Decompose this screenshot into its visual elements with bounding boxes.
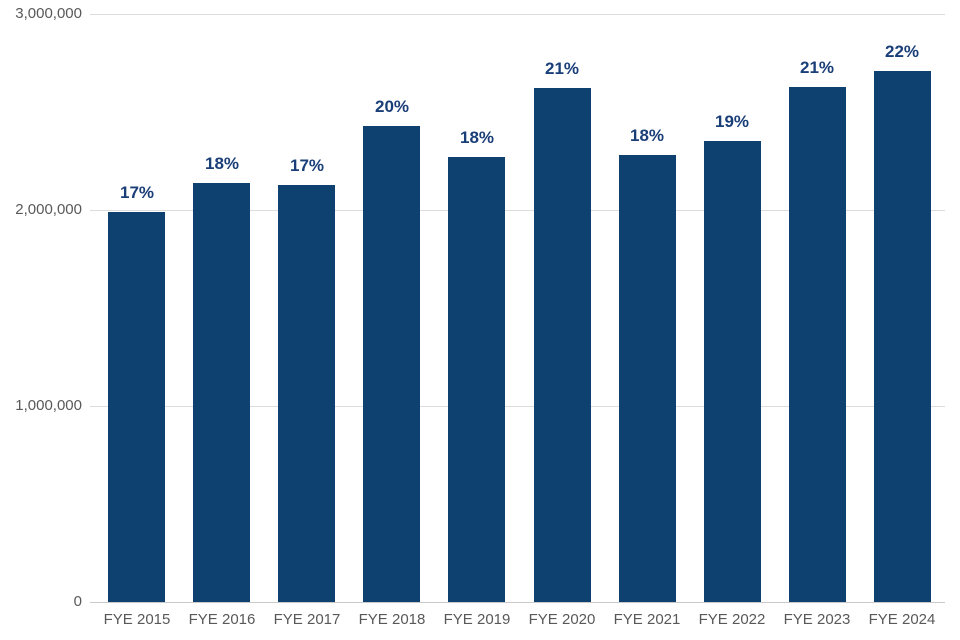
bar-value-label: 19% [714,112,750,131]
bar-fye-2016 [193,183,250,602]
bar-value-label: 18% [459,128,495,147]
bar-fye-2017 [278,185,335,602]
y-tick-label: 0 [73,593,82,610]
bar-fye-2024 [874,71,931,602]
x-tick-label: FYE 2018 [358,611,426,628]
bar-fye-2018 [363,126,420,602]
bar-value-label: 18% [629,126,665,145]
x-tick-label: FYE 2015 [103,611,171,628]
x-tick-label: FYE 2019 [443,611,511,628]
bar-value-label: 20% [374,97,410,116]
bar-fye-2023 [789,87,846,602]
y-tick-label: 3,000,000 [15,5,82,22]
x-tick-label: FYE 2017 [273,611,341,628]
bar-fye-2021 [619,155,676,602]
bar-fye-2015 [108,212,165,602]
bar-value-label: 17% [289,156,325,175]
x-tick-label: FYE 2021 [613,611,681,628]
x-tick-label: FYE 2022 [698,611,766,628]
x-tick-label: FYE 2024 [868,611,936,628]
bar-value-label: 21% [799,58,835,77]
gridline [90,210,945,211]
gridline [90,406,945,407]
bar-value-label: 21% [544,59,580,78]
x-axis-line [90,602,945,603]
x-tick-label: FYE 2016 [188,611,256,628]
bar-value-label: 18% [204,154,240,173]
y-tick-label: 2,000,000 [15,201,82,218]
bar-fye-2022 [704,141,761,602]
bar-value-label: 17% [119,183,155,202]
bar-fye-2019 [448,157,505,602]
x-tick-label: FYE 2023 [783,611,851,628]
bar-fye-2020 [534,88,591,602]
y-tick-label: 1,000,000 [15,397,82,414]
bar-value-label: 22% [884,42,920,61]
gridline [90,14,945,15]
x-tick-label: FYE 2020 [528,611,596,628]
